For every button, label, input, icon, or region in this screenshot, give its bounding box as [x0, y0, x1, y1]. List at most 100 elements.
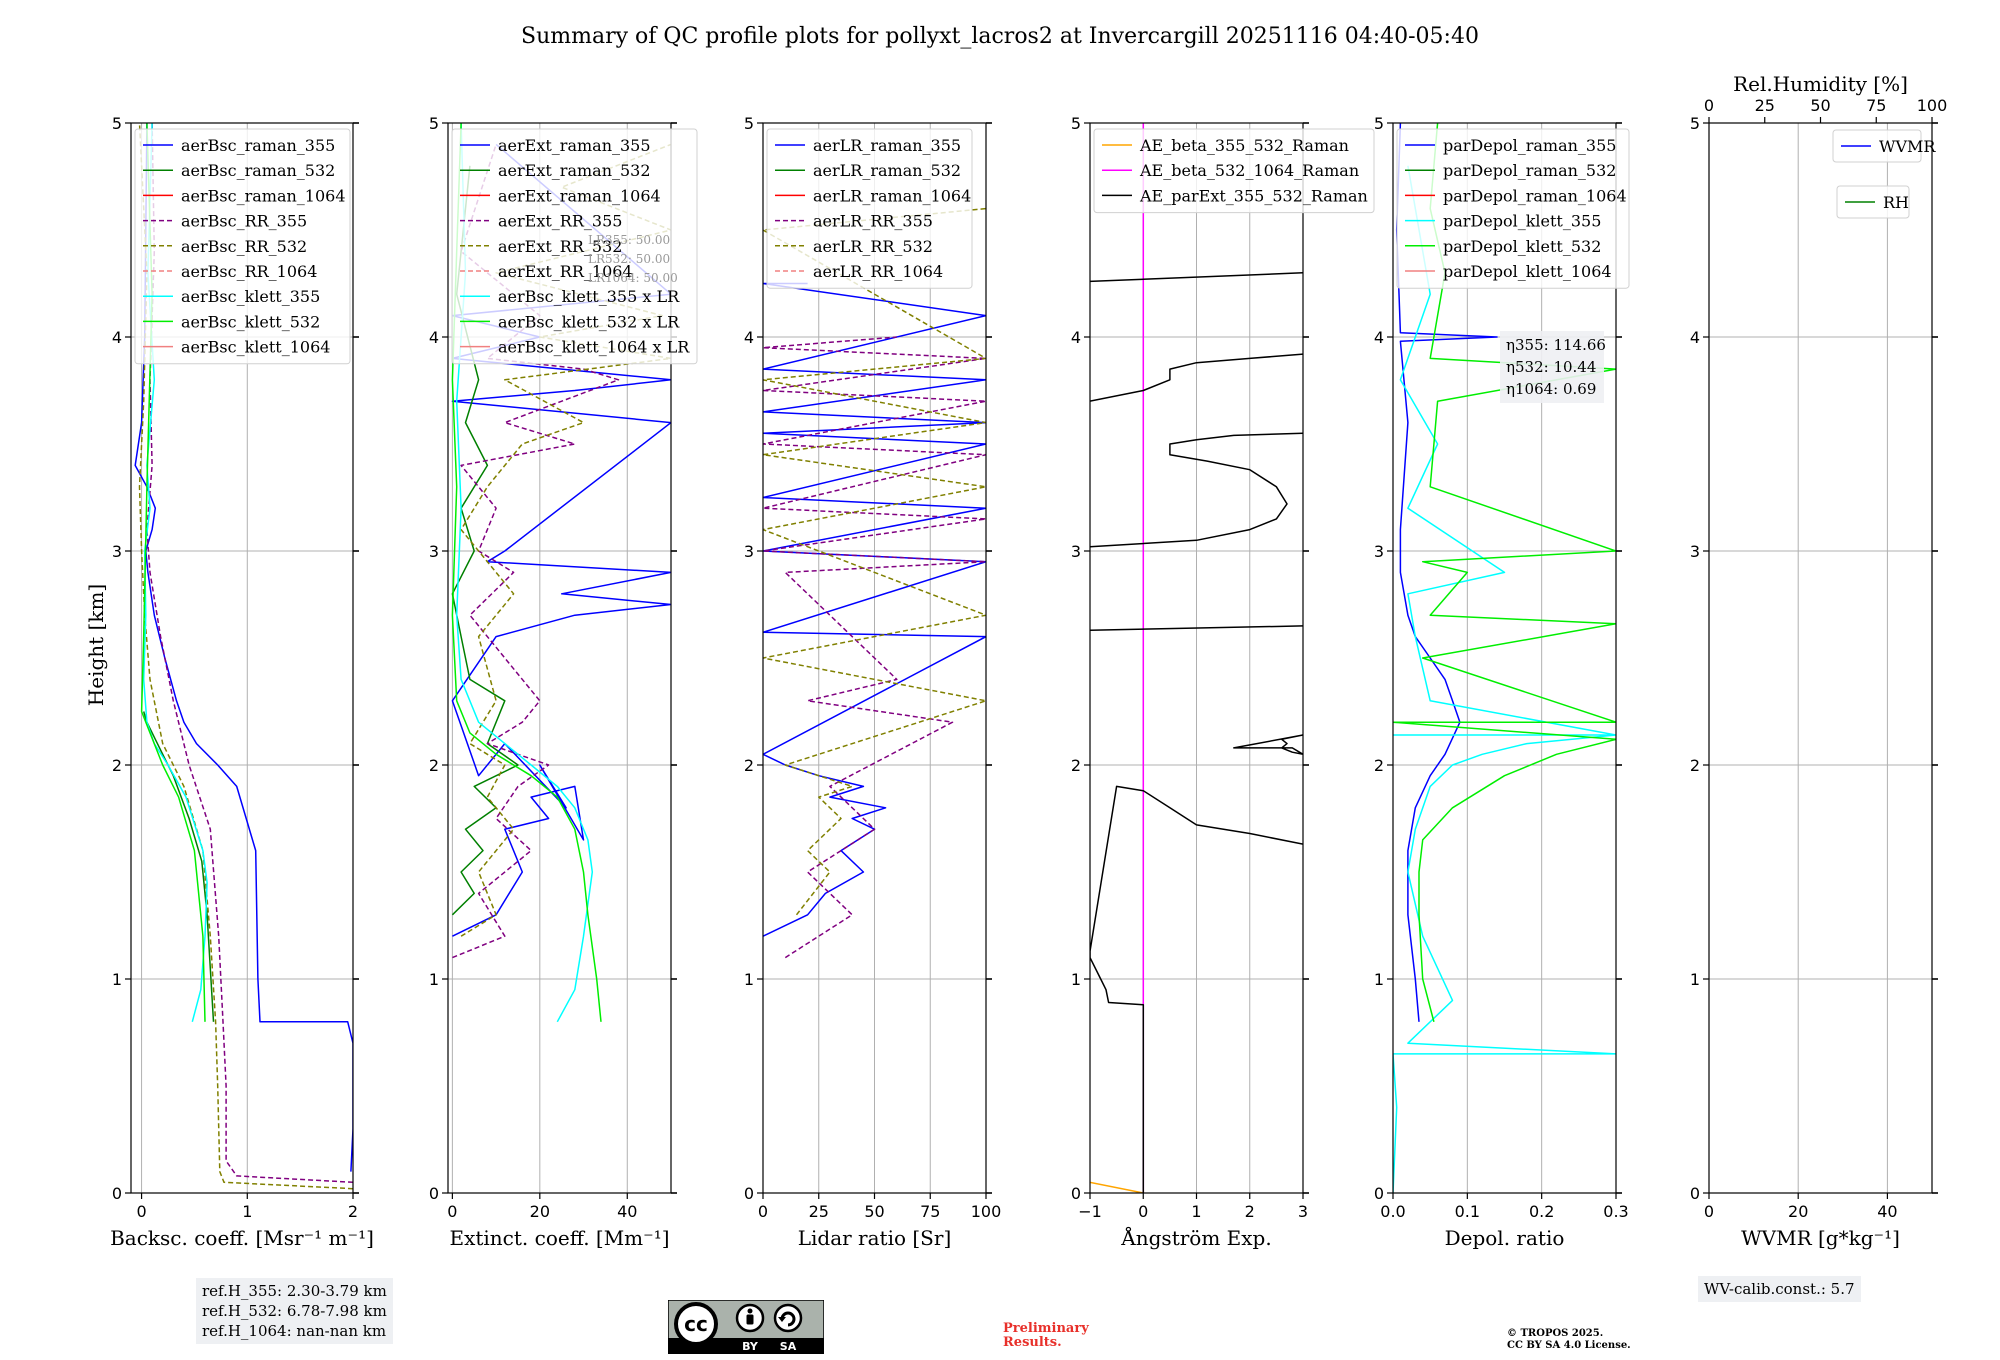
y-tick-label: 5 — [112, 114, 122, 133]
cc-by-sa-badge: cc BY SA — [668, 1300, 824, 1354]
legend: aerBsc_raman_355 aerBsc_raman_532 aerBsc_r… — [134, 128, 351, 365]
legend-label: AE_parExt_355_532_Raman — [1139, 186, 1368, 205]
series-parDepol_klett_355 — [1393, 165, 1616, 1193]
copyright-notice: © TROPOS 2025. CC BY SA 4.0 License. — [1507, 1328, 1707, 1352]
panel-backscatter: 0 1 2 0 1 2 3 4 5 Backsc. coeff. [Msr⁻¹ m⁻¹] aerBs… — [110, 114, 374, 1250]
copyright-line: © TROPOS 2025. — [1507, 1328, 1604, 1339]
lidar-ratio-label: LR532: 50.00 — [588, 252, 670, 266]
x-axis-label: Lidar ratio [Sr] — [798, 1226, 952, 1250]
license-line: CC BY SA 4.0 License. — [1507, 1340, 1631, 1351]
series-aerBsc_RR_532 — [138, 123, 353, 1190]
top-x-tick-label: 0 — [1704, 96, 1714, 115]
legend-box — [1093, 128, 1375, 214]
y-tick-label: 1 — [1374, 970, 1384, 989]
wv-calibration-box: WV-calib.const.: 5.7 — [1698, 1276, 1861, 1302]
series-aerBsc_raman_532 — [142, 711, 215, 1022]
y-tick-label: 2 — [744, 756, 754, 775]
y-tick-label: 2 — [1374, 756, 1384, 775]
panel-wvmr: 0 20 40 0 1 2 3 4 5 WVMR [g*kg⁻¹] 0 25 50 75 100 Rel.Hu… — [1690, 72, 1947, 1250]
legend-label: aerLR_RR_532 — [813, 237, 933, 256]
series-group — [763, 207, 986, 959]
y-tick-label: 4 — [112, 328, 122, 347]
legend-label: AE_beta_532_1064_Raman — [1139, 161, 1359, 180]
figure-title: Summary of QC profile plots for pollyxt_… — [521, 24, 1479, 49]
legend-label: aerLR_raman_532 — [813, 161, 961, 180]
x-axis-label: Extinct. coeff. [Mm⁻¹] — [449, 1226, 669, 1250]
y-tick-label: 4 — [1690, 328, 1700, 347]
x-tick-label: 50 — [864, 1202, 884, 1221]
legend-label: parDepol_klett_1064 — [1443, 262, 1612, 281]
lidar-ratio-label: LR355: 50.00 — [588, 233, 670, 247]
x-tick-label: 0 — [136, 1202, 146, 1221]
y-tick-label: 2 — [1690, 756, 1700, 775]
x-tick-label: 75 — [920, 1202, 940, 1221]
x-tick-label: 2 — [348, 1202, 358, 1221]
eta-value: η532: 10.44 — [1506, 358, 1596, 376]
x-axis-label: Depol. ratio — [1445, 1226, 1565, 1250]
x-tick-label: 0 — [447, 1202, 457, 1221]
legend-label: aerBsc_klett_532 — [181, 312, 320, 331]
legend-label: aerBsc_klett_355 — [181, 287, 320, 306]
series-aerBsc_klett_355 — [142, 123, 208, 1022]
y-tick-label: 0 — [1071, 1184, 1081, 1203]
legend-box — [451, 128, 698, 365]
y-tick-label: 0 — [429, 1184, 439, 1203]
series-aerExt_RR_355 — [452, 144, 620, 959]
panel-lidar_ratio: 0 25 50 75 100 0 1 2 3 4 5 Lidar ratio [Sr] aerLR_ra… — [744, 114, 1001, 1250]
cc-logo-icon — [674, 1302, 718, 1346]
legend-label: WVMR — [1879, 137, 1936, 156]
legend: parDepol_raman_355 parDepol_raman_532 parD… — [1396, 128, 1630, 289]
y-tick-label: 4 — [744, 328, 754, 347]
y-tick-label: 1 — [744, 970, 754, 989]
lidar-ratio-label: LR1064: 50.00 — [588, 271, 678, 285]
y-tick-label: 1 — [429, 970, 439, 989]
y-tick-label: 1 — [1690, 970, 1700, 989]
y-tick-label: 3 — [1071, 542, 1081, 561]
legend-label: aerBsc_RR_355 — [181, 212, 307, 231]
legend-label: aerBsc_raman_532 — [181, 161, 335, 180]
panel-depol: 0.0 0.1 0.2 0.3 0 1 2 3 4 5 Depol. ratio parDepol_r… — [1374, 114, 1630, 1250]
y-tick-label: 5 — [1374, 114, 1384, 133]
y-tick-label: 3 — [1374, 542, 1384, 561]
legend-label: aerExt_raman_355 — [498, 136, 651, 155]
legend-label: aerLR_raman_355 — [813, 136, 961, 155]
axes-frame — [1392, 122, 1617, 1194]
legend-label: AE_beta_355_532_Raman — [1139, 136, 1349, 155]
y-tick-label: 1 — [112, 970, 122, 989]
legend-label: RH — [1883, 193, 1909, 212]
series-aerExt_raman_532 — [451, 165, 519, 916]
legend-label: aerExt_RR_532 — [498, 237, 622, 256]
legend-label: aerBsc_klett_355 x LR — [498, 287, 680, 306]
legend-box — [1832, 129, 1922, 163]
by-label: BY — [742, 1340, 759, 1353]
legend-label: aerLR_RR_1064 — [813, 262, 943, 281]
legend-label: aerExt_raman_532 — [498, 161, 651, 180]
legend-label: aerBsc_klett_1064 — [181, 338, 330, 357]
legend-label: parDepol_klett_355 — [1443, 212, 1601, 231]
cc-logo-text: cc — [684, 1312, 708, 1336]
x-axis-label: Ångström Exp. — [1120, 1225, 1271, 1250]
legend-label: aerExt_RR_1064 — [498, 262, 633, 281]
y-tick-label: 3 — [112, 542, 122, 561]
reference-height-box: ref.H_355: 2.30-3.79 km ref.H_532: 6.78-… — [196, 1278, 393, 1344]
ref-height-355: ref.H_355: 2.30-3.79 km — [202, 1282, 387, 1300]
y-tick-label: 4 — [429, 328, 439, 347]
x-axis-label: Backsc. coeff. [Msr⁻¹ m⁻¹] — [110, 1226, 374, 1250]
x-tick-label: 20 — [530, 1202, 550, 1221]
series-AE_beta_355_532_Raman — [1090, 1181, 1144, 1193]
sa-share-alike-icon — [773, 1303, 803, 1333]
y-tick-label: 0 — [744, 1184, 754, 1203]
y-tick-label: 3 — [1690, 542, 1700, 561]
x-tick-label: 40 — [617, 1202, 637, 1221]
series-AE_parExt_355_532_Raman — [1090, 625, 1303, 631]
eta-value: η355: 114.66 — [1506, 336, 1606, 354]
x-tick-label: −1 — [1078, 1202, 1102, 1221]
legend-box — [766, 128, 973, 289]
y-tick-label: 3 — [744, 542, 754, 561]
panel-extinction: 0 20 40 0 1 2 3 4 5 Extinct. coeff. [Mm⁻¹] aerExt_… — [429, 114, 698, 1250]
x-tick-label: 3 — [1298, 1202, 1308, 1221]
legend-label: aerBsc_klett_1064 x LR — [498, 338, 690, 357]
series-aerBsc_klett_532 x LR — [451, 123, 602, 1022]
x-axis-label: WVMR [g*kg⁻¹] — [1741, 1226, 1900, 1250]
top-x-axis-label: Rel.Humidity [%] — [1733, 72, 1908, 96]
